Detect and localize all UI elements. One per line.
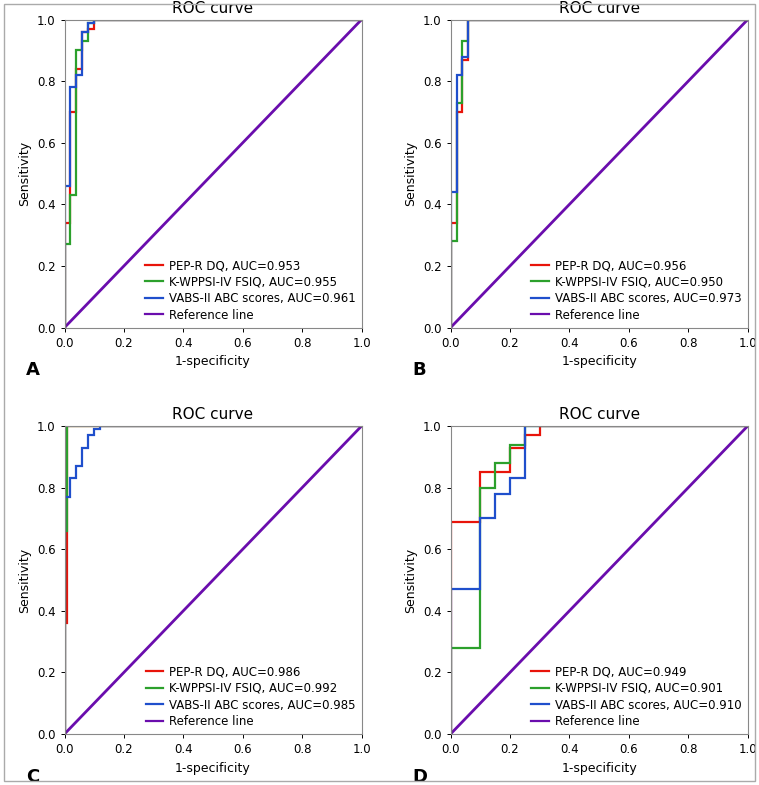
- Y-axis label: Sensitivity: Sensitivity: [405, 141, 417, 206]
- Text: B: B: [412, 361, 426, 379]
- Text: D: D: [412, 768, 427, 785]
- Legend: PEP-R DQ, AUC=0.986, K-WPPSI-IV FSIQ, AUC=0.992, VABS-II ABC scores, AUC=0.985, : PEP-R DQ, AUC=0.986, K-WPPSI-IV FSIQ, AU…: [146, 666, 356, 728]
- Title: ROC curve: ROC curve: [172, 407, 254, 422]
- Y-axis label: Sensitivity: Sensitivity: [18, 547, 31, 612]
- X-axis label: 1-specificity: 1-specificity: [175, 761, 251, 775]
- Legend: PEP-R DQ, AUC=0.956, K-WPPSI-IV FSIQ, AUC=0.950, VABS-II ABC scores, AUC=0.973, : PEP-R DQ, AUC=0.956, K-WPPSI-IV FSIQ, AU…: [531, 259, 742, 322]
- Legend: PEP-R DQ, AUC=0.949, K-WPPSI-IV FSIQ, AUC=0.901, VABS-II ABC scores, AUC=0.910, : PEP-R DQ, AUC=0.949, K-WPPSI-IV FSIQ, AU…: [531, 666, 742, 728]
- X-axis label: 1-specificity: 1-specificity: [561, 761, 637, 775]
- Title: ROC curve: ROC curve: [559, 407, 640, 422]
- Y-axis label: Sensitivity: Sensitivity: [405, 547, 417, 612]
- Title: ROC curve: ROC curve: [559, 1, 640, 16]
- Y-axis label: Sensitivity: Sensitivity: [18, 141, 31, 206]
- X-axis label: 1-specificity: 1-specificity: [561, 355, 637, 368]
- X-axis label: 1-specificity: 1-specificity: [175, 355, 251, 368]
- Legend: PEP-R DQ, AUC=0.953, K-WPPSI-IV FSIQ, AUC=0.955, VABS-II ABC scores, AUC=0.961, : PEP-R DQ, AUC=0.953, K-WPPSI-IV FSIQ, AU…: [145, 259, 356, 322]
- Text: A: A: [26, 361, 39, 379]
- Title: ROC curve: ROC curve: [172, 1, 254, 16]
- Text: C: C: [26, 768, 39, 785]
